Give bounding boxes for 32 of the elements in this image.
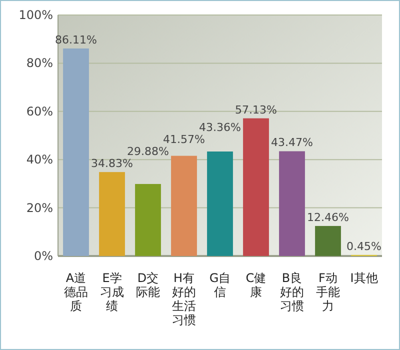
- x-tick-label: I其他: [350, 271, 378, 285]
- bar: [63, 48, 89, 256]
- data-label: 41.57%: [163, 133, 205, 146]
- y-tick-label: 60%: [26, 104, 53, 118]
- data-label: 86.11%: [55, 33, 97, 46]
- x-tick-label: F动手能力: [316, 271, 340, 313]
- data-label: 57.13%: [235, 103, 277, 116]
- x-tick-label: C健康: [246, 271, 266, 299]
- bar: [243, 118, 269, 256]
- y-tick-label: 0%: [34, 249, 53, 263]
- bar: [315, 226, 341, 256]
- y-tick-label: 100%: [18, 8, 53, 22]
- bar: [207, 152, 233, 256]
- x-tick-label: E学习成绩: [100, 271, 124, 313]
- y-tick-label: 20%: [26, 200, 53, 215]
- x-tick-label: A道德品质: [64, 271, 88, 313]
- bar: [99, 172, 125, 256]
- data-label: 43.36%: [199, 121, 241, 134]
- data-label: 0.45%: [346, 240, 382, 253]
- x-tick-label: B良好的习惯: [280, 271, 304, 313]
- bar: [171, 156, 197, 256]
- y-tick-label: 80%: [26, 56, 53, 70]
- data-label: 12.46%: [307, 210, 349, 224]
- x-tick-label: H有好的生活习惯: [172, 271, 196, 327]
- data-label: 29.88%: [127, 145, 169, 158]
- x-tick-label: D交际能: [136, 271, 160, 299]
- x-tick-label: G自信: [209, 271, 231, 299]
- bar: [135, 184, 161, 256]
- y-tick-label: 40%: [26, 152, 53, 167]
- data-label: 43.47%: [271, 136, 313, 150]
- data-label: 34.83%: [91, 157, 133, 170]
- bar: [279, 151, 305, 256]
